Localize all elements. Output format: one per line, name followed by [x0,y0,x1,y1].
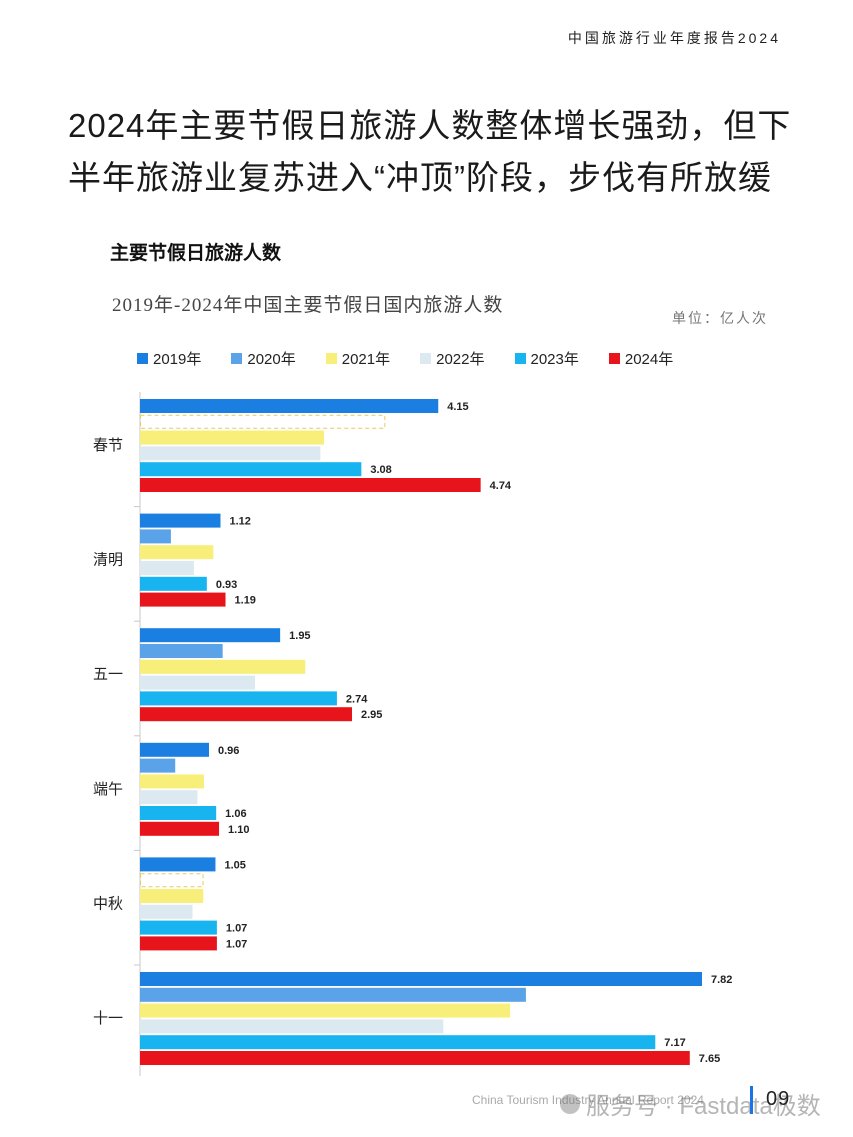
legend-item: 2019年 [137,348,201,369]
data-label: 7.65 [699,1053,720,1065]
data-label: 1.95 [289,630,310,642]
section-title: 主要节假日旅游人数 [110,243,282,264]
page-headline: 2024年主要节假日旅游人数整体增长强劲，但下半年旅游业复苏进入“冲顶”阶段，步… [68,107,792,196]
data-label: 1.07 [226,923,247,935]
watermark-text: 服务号 · Fastdata极数 [586,1093,821,1120]
bar [140,478,481,492]
legend-swatch [514,353,526,364]
missing-bar-outline [140,873,204,888]
bar [140,1051,690,1065]
data-label: 1.10 [228,824,249,836]
bar [140,904,193,919]
data-label: 4.74 [490,480,512,492]
footer-report-name: China Tourism Industry Annual Report 202… [472,1093,704,1107]
watermark: 服务号 · Fastdata极数 [560,1086,821,1121]
bar [140,821,220,836]
legend-label: 2021年 [341,351,391,368]
bar [140,707,353,722]
legend-label: 2022年 [436,351,485,368]
category-label: 端午 [93,781,123,798]
bar [140,592,226,607]
chart-legend: 2019年 2020年 2021年 2022年 2023年 2024年 [137,348,673,369]
legend-label: 2023年 [530,351,579,368]
bar [140,806,217,820]
report-name: 中国旅游行业年度报告2024 [567,30,781,46]
legend-swatch [325,353,337,364]
data-label: 1.05 [224,859,245,871]
category-label: 五一 [93,666,123,683]
page-number: 09 [766,1088,791,1110]
data-label: 0.93 [216,579,237,591]
bar [140,920,217,935]
bar [140,1035,656,1050]
bar [140,462,362,477]
bar [140,774,204,789]
data-label: 7.17 [664,1037,685,1049]
wechat-icon [560,1093,580,1114]
legend-item: 2020年 [231,348,296,369]
data-label: 1.19 [235,595,256,607]
bar [140,936,217,951]
data-label: 1.07 [226,938,247,950]
bar [140,972,702,986]
chart-title: 2019年-2024年中国主要节假日国内旅游人数 [112,295,504,316]
bar [140,446,321,461]
bar [140,545,214,560]
legend-swatch [137,353,148,364]
category-label: 清明 [93,552,123,569]
data-label: 7.82 [711,974,732,986]
legend-swatch [420,353,432,364]
legend-label: 2024年 [624,351,674,368]
legend-swatch [608,353,620,364]
missing-bar-outline [140,414,386,429]
data-label: 1.12 [229,516,250,528]
legend-item: 2022年 [420,348,485,369]
legend-label: 2020年 [247,351,296,368]
bar [140,857,216,872]
bar [140,399,439,413]
data-label: 2.74 [346,693,368,705]
bar [140,1019,444,1034]
bar [140,987,526,1002]
bar [140,691,337,706]
category-label: 春节 [93,437,123,454]
legend-item: 2023年 [514,348,579,369]
legend-label: 2019年 [153,351,202,368]
data-label: 4.15 [447,401,468,413]
bar [140,628,281,643]
bar [140,675,255,690]
legend-item: 2021年 [325,348,391,369]
data-label: 3.08 [370,464,391,476]
category-label: 中秋 [93,895,123,912]
legend-item: 2024年 [608,348,674,369]
category-label: 十一 [93,1010,123,1027]
bar [140,561,194,575]
legend-swatch [231,353,243,364]
bar [140,644,223,658]
data-label: 1.06 [225,808,246,820]
bar [140,430,324,445]
bar [140,790,198,805]
data-label: 0.96 [218,745,239,757]
bar [140,659,306,674]
data-label: 2.95 [361,709,382,721]
bar [140,513,221,528]
bar [140,742,209,757]
bar [140,576,207,591]
bar [140,529,171,544]
page-number-bar [750,1086,753,1114]
bar [140,758,176,773]
bar [140,1003,511,1018]
chart-unit: 单位：亿人次 [672,310,768,326]
bar [140,889,204,903]
